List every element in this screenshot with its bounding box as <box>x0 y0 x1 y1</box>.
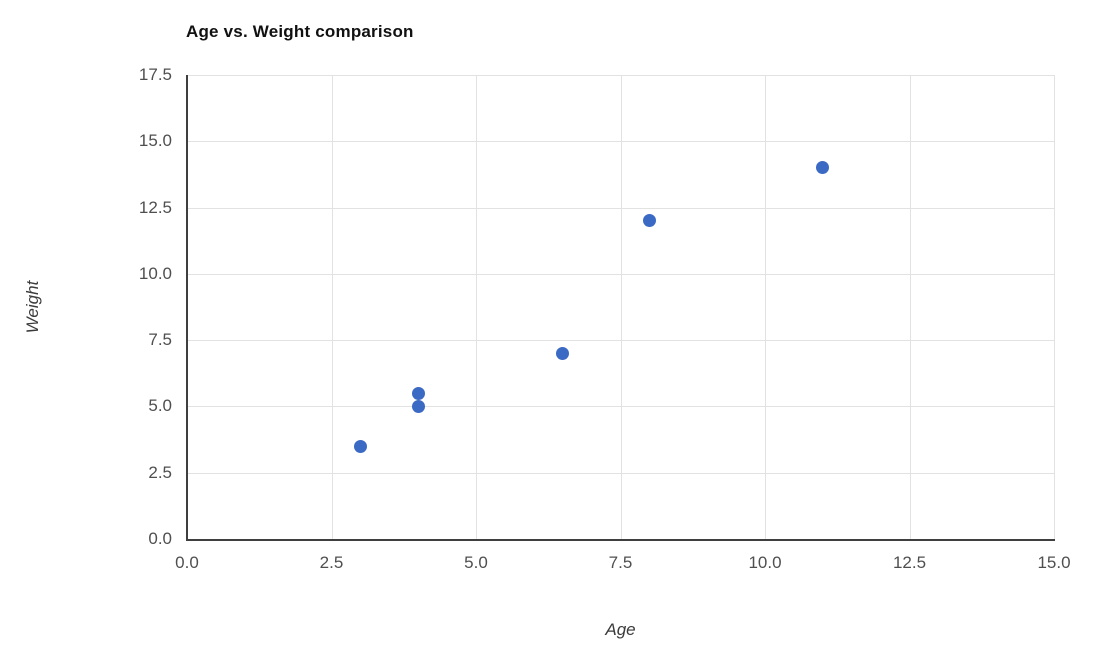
y-tick-label: 2.5 <box>148 462 172 482</box>
data-point <box>411 386 425 400</box>
y-tick-label: 10.0 <box>138 263 172 283</box>
x-tick-label: 15.0 <box>1037 553 1071 572</box>
v-gridline <box>910 75 911 539</box>
v-gridline <box>1054 75 1055 539</box>
chart-title: Age vs. Weight comparison <box>186 22 414 41</box>
data-point <box>353 439 367 453</box>
y-tick-label: 15.0 <box>138 131 172 151</box>
h-gridline <box>187 473 1054 474</box>
v-gridline <box>621 75 622 539</box>
data-point <box>556 346 570 360</box>
h-gridline <box>187 406 1054 407</box>
x-tick-label: 10.0 <box>748 553 782 572</box>
x-tick-label: 5.0 <box>464 553 488 572</box>
y-axis-title: Weight <box>23 280 42 334</box>
data-point <box>411 399 425 413</box>
data-point <box>816 161 830 175</box>
h-gridline <box>187 340 1054 341</box>
x-tick-label: 0.0 <box>175 553 199 572</box>
x-tick-label: 12.5 <box>892 553 927 572</box>
h-gridline <box>187 274 1054 275</box>
x-axis-title: Age <box>605 620 636 639</box>
x-tick-label: 7.5 <box>608 553 633 572</box>
h-gridline <box>187 75 1054 76</box>
v-gridline <box>476 75 477 539</box>
y-tick-label: 5.0 <box>148 396 172 416</box>
y-axis-line <box>186 75 188 541</box>
x-tick-label: 2.5 <box>319 553 344 572</box>
plot-area <box>187 75 1055 539</box>
v-gridline <box>332 75 333 539</box>
x-axis-line <box>186 539 1055 541</box>
h-gridline <box>187 208 1054 209</box>
v-gridline <box>765 75 766 539</box>
y-tick-label: 0.0 <box>148 529 172 548</box>
h-gridline <box>187 141 1054 142</box>
data-point <box>642 214 656 228</box>
y-tick-label: 7.5 <box>148 330 172 350</box>
y-tick-label: 12.5 <box>138 197 172 217</box>
y-tick-label: 17.5 <box>138 65 172 84</box>
